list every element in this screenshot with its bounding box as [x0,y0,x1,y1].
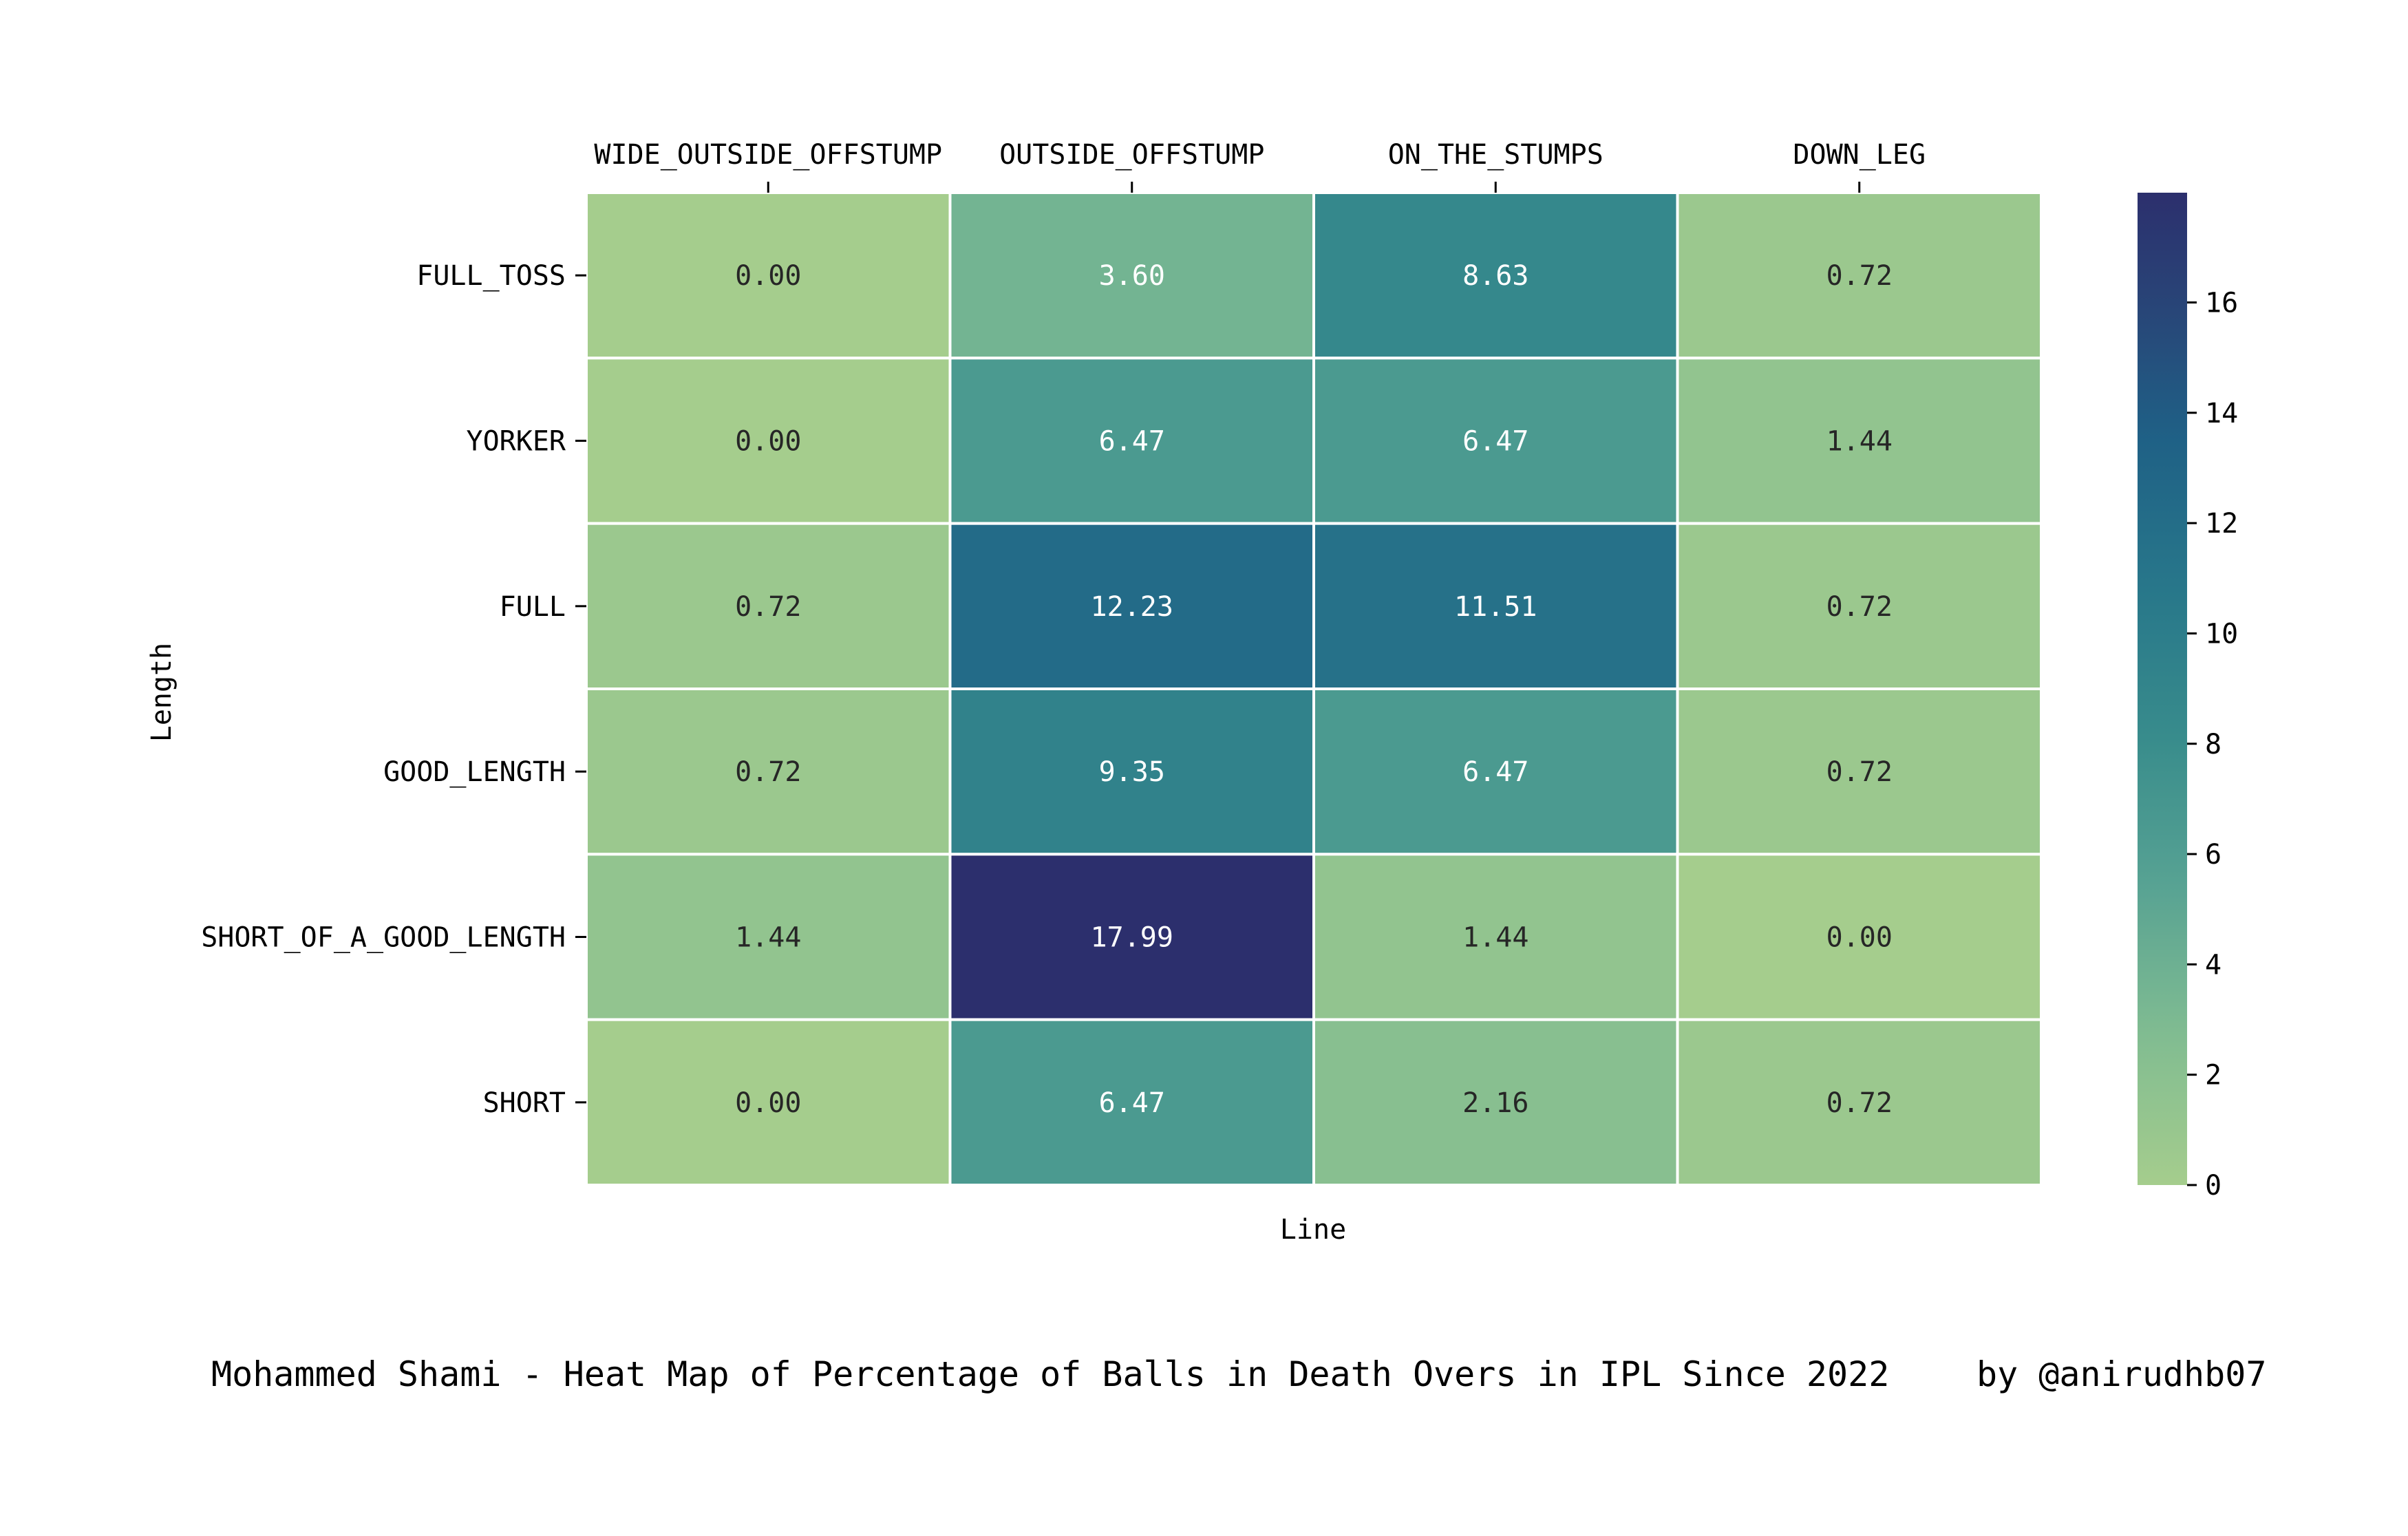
colorbar-tick-label: 2 [2205,1060,2221,1091]
cell-value-label: 0.00 [735,426,801,458]
heatmap-cell [585,356,952,525]
cell-value-label: 3.60 [1099,260,1165,292]
colorbar-gradient [2138,193,2187,1185]
y-tick-label: SHORT_OF_A_GOOD_LENGTH [201,922,566,954]
x-tick-label: ON_THE_STUMPS [1388,139,1603,171]
heatmap-cell [585,687,952,856]
chart-credit: by @anirudhb07 [1977,1354,2266,1394]
cell-value-label: 11.51 [1454,591,1537,623]
heatmap-cell [585,853,952,1021]
colorbar-tick-label: 10 [2205,618,2238,650]
colorbar-tick-label: 14 [2205,398,2238,429]
heatmap-cell [1676,356,2043,525]
cell-value-label: 2.16 [1462,1087,1528,1119]
heatmap-cell [1676,687,2043,856]
cell-value-label: 8.63 [1462,260,1528,292]
cell-value-label: 0.72 [735,591,801,623]
heatmap-cell [1676,853,2043,1021]
colorbar-tick-label: 8 [2205,729,2221,760]
heatmap-cell [1676,522,2043,691]
y-tick-label: FULL_TOSS [416,260,566,292]
y-tick-label: GOOD_LENGTH [383,756,566,788]
y-tick-label: FULL [500,591,566,623]
colorbar-tick-label: 0 [2205,1170,2221,1202]
heatmap-cell [948,687,1315,856]
heatmap-cell [585,1018,952,1186]
cell-value-label: 0.72 [1826,756,1893,788]
cell-value-label: 0.72 [1826,591,1893,623]
cell-value-label: 17.99 [1091,922,1173,954]
heatmap-cell [948,191,1315,360]
colorbar-tick-label: 6 [2205,839,2221,871]
x-axis-label: Line [1280,1214,1346,1246]
cell-value-label: 1.44 [735,922,801,954]
cell-value-label: 9.35 [1099,756,1165,788]
x-tick-label: OUTSIDE_OFFSTUMP [999,139,1264,171]
colorbar-tick-label: 4 [2205,949,2221,981]
heatmap-cell [585,191,952,360]
cell-value-label: 1.44 [1826,426,1893,458]
x-tick-label: WIDE_OUTSIDE_OFFSTUMP [594,139,942,171]
cell-value-label: 6.47 [1462,756,1528,788]
colorbar-tick-label: 12 [2205,508,2238,540]
heatmap-cell [948,356,1315,525]
cell-value-label: 6.47 [1099,426,1165,458]
y-tick-label: SHORT [483,1087,566,1119]
chart-title: Mohammed Shami - Heat Map of Percentage … [211,1354,1889,1394]
cell-value-label: 1.44 [1462,922,1528,954]
heatmap-cell [948,1018,1315,1186]
y-tick-label: YORKER [467,426,566,458]
heatmap-cell [1676,1018,2043,1186]
cell-value-label: 6.47 [1462,426,1528,458]
cell-value-label: 0.00 [735,1087,801,1119]
x-axis-ticks: WIDE_OUTSIDE_OFFSTUMP OUTSIDE_OFFSTUMP ON_… [594,139,1926,193]
cell-value-label: 0.72 [1826,260,1893,292]
cell-value-label: 0.72 [1826,1087,1893,1119]
y-axis-ticks: FULL_TOSS YORKER FULL GOOD_LENGTH SHORT_OF_A… [201,260,586,1119]
heatmap-cell [948,853,1315,1021]
colorbar: 0 2 4 6 8 10 12 14 16 [2138,193,2238,1202]
cell-value-label: 0.72 [735,756,801,788]
colorbar-tick-label: 16 [2205,288,2238,319]
cell-value-label: 0.00 [735,260,801,292]
cell-value-label: 6.47 [1099,1087,1165,1119]
heatmap-cell [1676,191,2043,360]
heatmap-cell [948,522,1315,691]
x-tick-label: DOWN_LEG [1793,139,1926,171]
heatmap-cells: 0.00 3.60 8.63 0.72 0.00 6.47 6.47 1.44 0.72 12.2… [585,191,2043,1186]
cell-value-label: 0.00 [1826,922,1893,954]
y-axis-label: Length [146,643,178,743]
cell-value-label: 12.23 [1091,591,1173,623]
heatmap-cell [1312,853,1679,1021]
heatmap-cell [1312,1018,1679,1186]
